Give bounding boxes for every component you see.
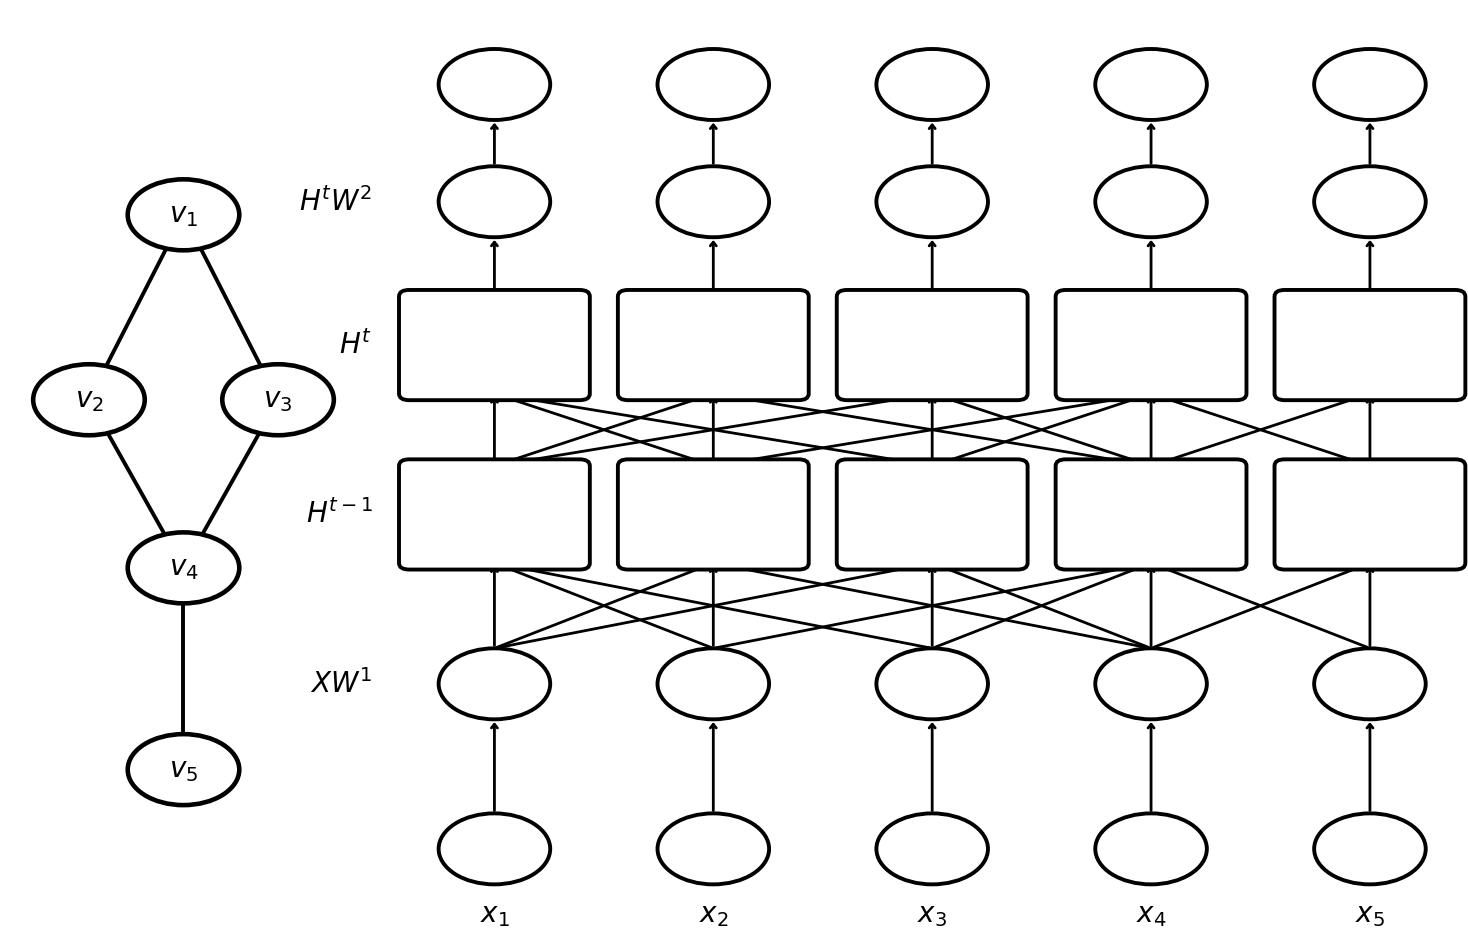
Circle shape	[1314, 49, 1425, 120]
Circle shape	[658, 648, 769, 719]
Circle shape	[876, 49, 988, 120]
Circle shape	[128, 734, 239, 805]
Text: $v_2$: $v_2$	[75, 386, 103, 414]
FancyBboxPatch shape	[399, 290, 590, 400]
Circle shape	[1095, 49, 1207, 120]
Circle shape	[658, 814, 769, 884]
Circle shape	[876, 648, 988, 719]
Text: $x_2$: $x_2$	[699, 901, 728, 929]
Circle shape	[1095, 166, 1207, 237]
FancyBboxPatch shape	[1055, 460, 1246, 570]
Text: $v_1$: $v_1$	[169, 201, 198, 229]
Circle shape	[128, 532, 239, 603]
Circle shape	[439, 49, 550, 120]
Text: $H^{t-1}$: $H^{t-1}$	[305, 500, 373, 530]
Circle shape	[439, 166, 550, 237]
Circle shape	[1314, 166, 1425, 237]
Text: $H^t$: $H^t$	[339, 331, 373, 360]
Circle shape	[439, 648, 550, 719]
FancyBboxPatch shape	[399, 460, 590, 570]
Text: $x_4$: $x_4$	[1136, 901, 1166, 929]
FancyBboxPatch shape	[618, 290, 809, 400]
Text: $x_5$: $x_5$	[1355, 901, 1384, 929]
Circle shape	[1095, 648, 1207, 719]
Circle shape	[34, 364, 145, 435]
Text: $v_3$: $v_3$	[263, 386, 292, 414]
Circle shape	[876, 814, 988, 884]
FancyBboxPatch shape	[1274, 290, 1465, 400]
Circle shape	[222, 364, 333, 435]
Circle shape	[1095, 814, 1207, 884]
FancyBboxPatch shape	[1274, 460, 1465, 570]
Text: $H^tW^2$: $H^tW^2$	[299, 187, 373, 217]
Text: $x_3$: $x_3$	[918, 901, 947, 929]
FancyBboxPatch shape	[1055, 290, 1246, 400]
Text: $XW^1$: $XW^1$	[310, 669, 373, 699]
Text: $v_5$: $v_5$	[169, 756, 198, 784]
Circle shape	[1314, 648, 1425, 719]
Circle shape	[658, 49, 769, 120]
Circle shape	[658, 166, 769, 237]
FancyBboxPatch shape	[618, 460, 809, 570]
Circle shape	[128, 179, 239, 250]
Text: $v_4$: $v_4$	[169, 554, 198, 582]
Circle shape	[876, 166, 988, 237]
FancyBboxPatch shape	[837, 290, 1028, 400]
FancyBboxPatch shape	[837, 460, 1028, 570]
Circle shape	[1314, 814, 1425, 884]
Circle shape	[439, 814, 550, 884]
Text: $x_1$: $x_1$	[480, 901, 509, 929]
